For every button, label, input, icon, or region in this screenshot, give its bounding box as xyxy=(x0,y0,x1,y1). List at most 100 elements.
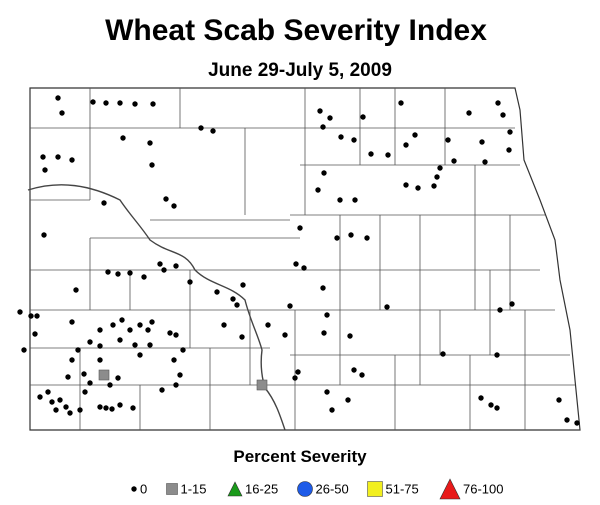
site-marker xyxy=(230,296,236,302)
state-outline xyxy=(29,87,581,431)
site-marker xyxy=(103,405,109,411)
site-marker xyxy=(221,322,227,328)
site-marker xyxy=(127,327,133,333)
site-marker xyxy=(97,357,103,363)
site-marker xyxy=(147,140,153,146)
site-marker xyxy=(73,287,79,293)
site-marker xyxy=(347,333,353,339)
site-marker xyxy=(103,100,109,106)
site-marker xyxy=(53,407,59,413)
site-marker xyxy=(364,235,370,241)
site-marker xyxy=(451,158,457,164)
site-marker xyxy=(440,351,446,357)
site-marker xyxy=(494,352,500,358)
site-marker xyxy=(87,380,93,386)
site-marker xyxy=(115,271,121,277)
site-marker xyxy=(97,404,103,410)
site-marker xyxy=(327,115,333,121)
site-marker xyxy=(437,165,443,171)
site-marker xyxy=(173,332,179,338)
site-marker xyxy=(297,225,303,231)
site-marker xyxy=(37,394,43,400)
site-marker xyxy=(287,303,293,309)
site-marker xyxy=(351,137,357,143)
site-marker xyxy=(495,100,501,106)
site-marker xyxy=(177,372,183,378)
site-marker xyxy=(173,263,179,269)
site-marker xyxy=(28,313,34,319)
legend-symbol xyxy=(439,478,461,500)
site-marker xyxy=(163,196,169,202)
site-marker xyxy=(110,322,116,328)
site-marker xyxy=(159,387,165,393)
site-marker xyxy=(292,375,298,381)
site-marker xyxy=(141,274,147,280)
site-marker xyxy=(564,417,570,423)
site-marker xyxy=(187,279,193,285)
legend-symbol xyxy=(367,481,383,497)
site-marker xyxy=(145,327,151,333)
site-marker xyxy=(295,369,301,375)
site-marker xyxy=(137,322,143,328)
site-marker xyxy=(17,309,23,315)
legend-symbol xyxy=(227,481,243,497)
site-marker xyxy=(210,128,216,134)
sites xyxy=(17,95,580,426)
site-marker xyxy=(478,395,484,401)
site-marker xyxy=(115,375,121,381)
site-marker xyxy=(42,167,48,173)
site-marker xyxy=(359,372,365,378)
site-marker xyxy=(157,261,163,267)
site-marker xyxy=(67,410,73,416)
site-marker xyxy=(69,357,75,363)
site-marker xyxy=(137,352,143,358)
site-marker xyxy=(282,332,288,338)
site-marker xyxy=(214,289,220,295)
site-marker xyxy=(147,342,153,348)
site-marker xyxy=(445,137,451,143)
legend-label: 16-25 xyxy=(245,481,278,496)
site-marker xyxy=(434,174,440,180)
site-marker xyxy=(315,187,321,193)
site-marker xyxy=(117,337,123,343)
site-marker xyxy=(120,135,126,141)
site-marker xyxy=(334,235,340,241)
site-marker xyxy=(507,129,513,135)
site-marker xyxy=(171,203,177,209)
site-marker xyxy=(321,170,327,176)
legend-label: 76-100 xyxy=(463,481,503,496)
site-marker xyxy=(87,339,93,345)
site-marker xyxy=(368,151,374,157)
site-marker xyxy=(150,101,156,107)
site-marker xyxy=(105,269,111,275)
site-marker xyxy=(171,357,177,363)
site-marker xyxy=(497,307,503,313)
site-marker xyxy=(482,159,488,165)
site-marker xyxy=(324,389,330,395)
site-marker xyxy=(130,405,136,411)
site-marker xyxy=(75,347,81,353)
site-marker xyxy=(180,347,186,353)
site-marker xyxy=(256,379,268,391)
site-marker xyxy=(494,405,500,411)
site-marker xyxy=(488,402,494,408)
legend-label: 26-50 xyxy=(316,481,349,496)
site-marker xyxy=(301,265,307,271)
site-marker xyxy=(466,110,472,116)
site-marker xyxy=(415,185,421,191)
site-marker xyxy=(69,157,75,163)
site-marker xyxy=(59,110,65,116)
site-marker xyxy=(240,282,246,288)
site-marker xyxy=(320,124,326,130)
site-marker xyxy=(324,312,330,318)
site-marker xyxy=(132,101,138,107)
site-marker xyxy=(34,313,40,319)
site-marker xyxy=(384,304,390,310)
legend: 0 1-15 16-25 26-50 51-75 76-100 xyxy=(131,478,503,500)
site-marker xyxy=(32,331,38,337)
site-marker xyxy=(320,285,326,291)
site-marker xyxy=(198,125,204,131)
site-marker xyxy=(317,108,323,114)
site-marker xyxy=(329,407,335,413)
site-marker xyxy=(55,154,61,160)
